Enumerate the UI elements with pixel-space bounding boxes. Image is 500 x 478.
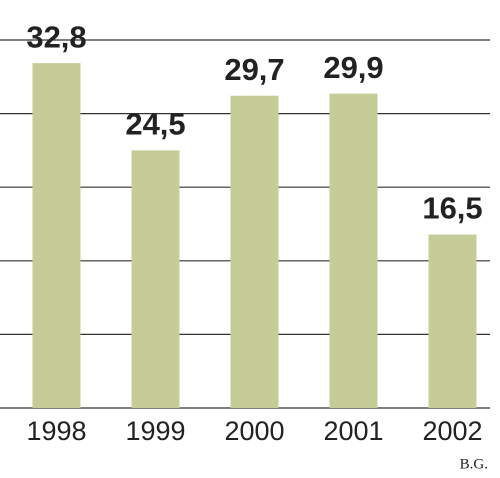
value-label: 24,5 bbox=[125, 107, 185, 142]
x-tick-label: 2000 bbox=[224, 416, 284, 446]
x-tick-label: 1999 bbox=[125, 416, 185, 446]
value-label: 29,9 bbox=[323, 50, 383, 85]
value-label: 32,8 bbox=[26, 19, 86, 54]
x-tick-label: 2002 bbox=[422, 416, 482, 446]
bar bbox=[428, 234, 477, 408]
bar bbox=[329, 93, 378, 408]
bar bbox=[32, 63, 81, 408]
x-tick-label: 1998 bbox=[26, 416, 86, 446]
x-tick-label: 2001 bbox=[323, 416, 383, 446]
credit: B.G. bbox=[460, 456, 488, 472]
bar bbox=[230, 95, 279, 409]
bar bbox=[131, 150, 180, 408]
value-label: 29,7 bbox=[224, 52, 284, 87]
value-label: 16,5 bbox=[422, 191, 482, 226]
